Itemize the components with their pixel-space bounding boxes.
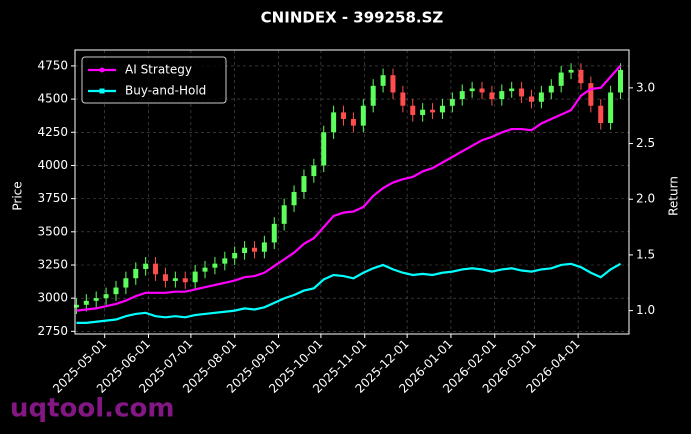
candle-body <box>311 165 317 177</box>
candle-body <box>113 287 119 295</box>
y2-axis-label: Return <box>667 176 681 216</box>
y2-tick-label: 1.5 <box>636 247 655 261</box>
y2-tick-label: 2.0 <box>636 192 655 206</box>
candle-body <box>509 88 515 92</box>
plot-frame <box>74 49 630 335</box>
candle-body <box>578 69 584 84</box>
y2-tick-label: 2.5 <box>636 136 655 150</box>
candle-body <box>251 247 257 252</box>
candle-body <box>242 247 248 254</box>
candle-body <box>499 91 505 100</box>
chart-title: CNINDEX - 399258.SZ <box>261 9 444 27</box>
candle-body <box>528 96 534 102</box>
candle-body <box>73 304 79 308</box>
candle-body <box>479 88 485 93</box>
y-tick-label: 3750 <box>37 191 68 205</box>
candle-body <box>271 223 277 243</box>
y-tick-label: 4750 <box>37 58 68 72</box>
candle-body <box>202 267 208 272</box>
candle-body <box>449 99 455 106</box>
y-axis-label: Price <box>11 181 25 210</box>
candle-body <box>281 205 287 224</box>
candle-body <box>321 132 327 166</box>
candle-body <box>568 69 574 73</box>
y2-tick-label: 3.0 <box>636 80 655 94</box>
candle-body <box>370 85 376 106</box>
candle-body <box>331 112 337 133</box>
y-tick-label: 4000 <box>37 158 68 172</box>
candle-body <box>341 112 347 120</box>
return-line <box>76 64 622 312</box>
candle-body <box>459 91 465 100</box>
candle-body <box>469 88 475 92</box>
candle-body <box>538 92 544 102</box>
candle-body <box>588 83 594 106</box>
candle-body <box>232 253 238 259</box>
candle-body <box>291 192 297 206</box>
y-tick-label: 2750 <box>37 324 68 338</box>
watermark: uqtool.com <box>10 394 174 424</box>
candle-body <box>439 105 445 113</box>
y-tick-label: 3000 <box>37 291 68 305</box>
plot <box>73 63 624 324</box>
y-tick-label: 3250 <box>37 257 68 271</box>
candle-body <box>420 109 426 116</box>
candle-body <box>212 263 218 268</box>
y2-tick-label: 1.0 <box>636 303 655 317</box>
candle-body <box>222 258 228 264</box>
candle-body <box>430 109 436 113</box>
return-line <box>76 262 622 324</box>
candle-body <box>558 72 564 86</box>
candle-body <box>618 69 624 93</box>
candle-body <box>548 85 554 93</box>
legend-box <box>81 56 227 104</box>
candle-body <box>83 300 89 305</box>
y-tick-label: 4250 <box>37 125 68 139</box>
candle-body <box>103 294 109 299</box>
candle-body <box>598 105 604 123</box>
candle-body <box>133 268 139 279</box>
candle-body <box>192 271 198 283</box>
legend-label: Buy-and-Hold <box>125 84 206 98</box>
y-tick-label: 3500 <box>37 224 68 238</box>
candle-body <box>350 119 356 126</box>
candle-body <box>162 274 168 281</box>
legend: AI Strategy Buy-and-Hold <box>81 56 227 104</box>
y-tick-label: 4500 <box>37 92 68 106</box>
candle-body <box>172 278 178 281</box>
legend-marker <box>99 88 105 94</box>
candle-body <box>123 278 129 288</box>
candle-body <box>380 75 386 86</box>
candle-body <box>410 105 416 116</box>
candle-body <box>301 176 307 192</box>
candle-body <box>360 105 366 126</box>
candle-body <box>489 92 495 100</box>
candle-body <box>143 263 149 269</box>
candle-body <box>261 242 267 252</box>
candle-body <box>182 278 188 283</box>
candle-body <box>153 263 159 275</box>
candle-body <box>608 92 614 123</box>
candle-body <box>390 75 396 93</box>
legend-label: AI Strategy <box>125 63 192 77</box>
candle-body <box>93 298 99 301</box>
candle-body <box>519 88 525 97</box>
legend-marker <box>99 67 105 73</box>
candle-body <box>400 92 406 106</box>
